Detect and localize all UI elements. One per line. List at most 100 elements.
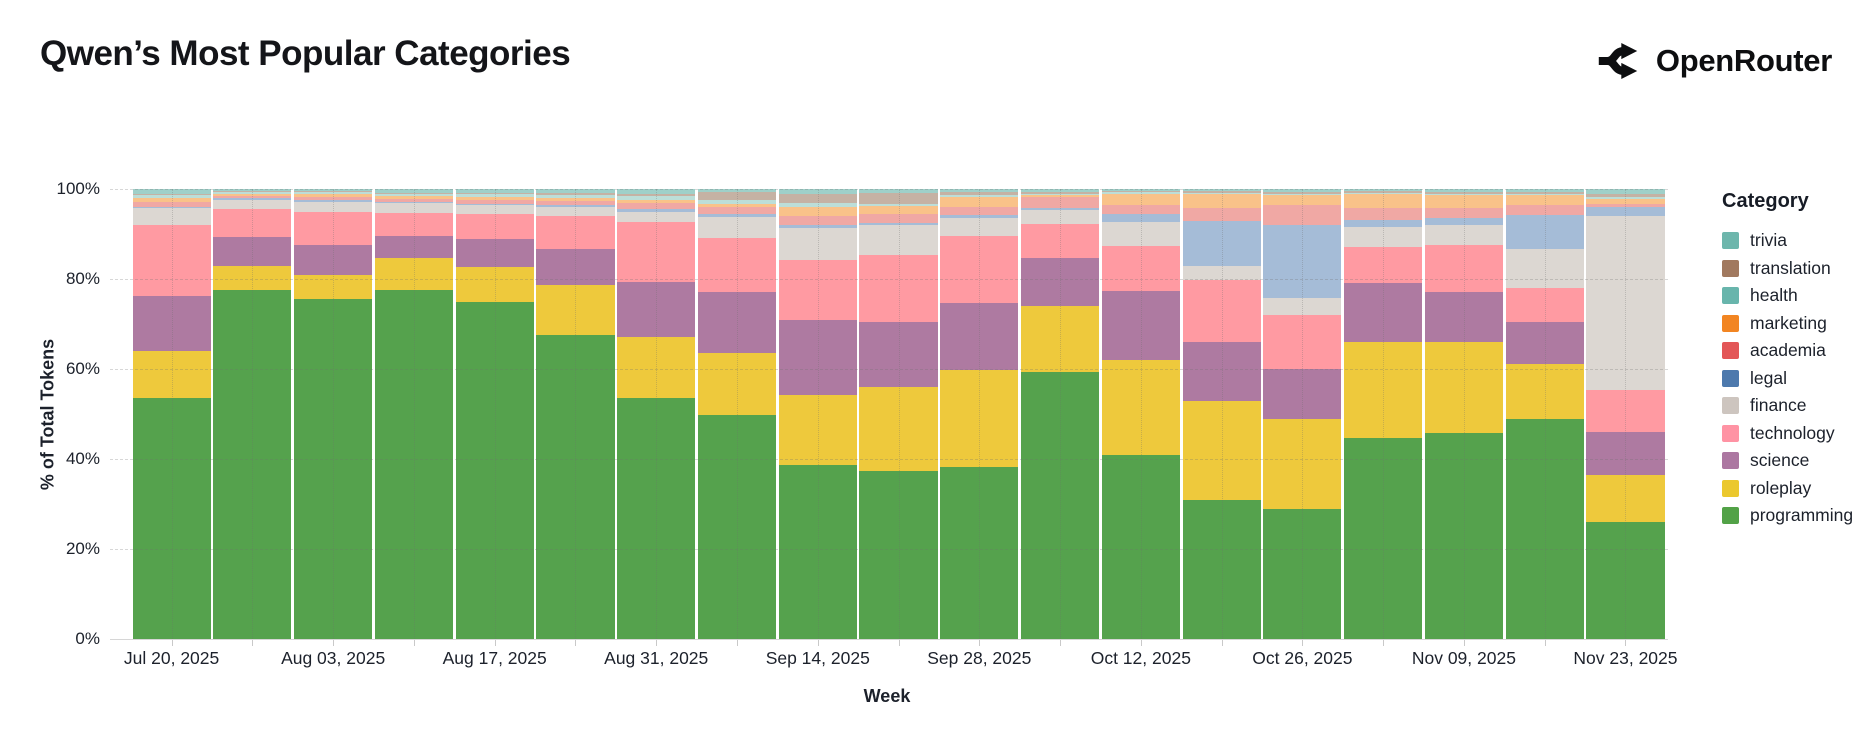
bar-segment-programming[interactable] [536,334,615,639]
bar-segment-health[interactable] [455,194,534,198]
bar-segment-finance[interactable] [1424,225,1503,245]
bar-segment-roleplay[interactable] [778,395,857,465]
bar-segment-translation[interactable] [455,193,534,195]
bar-segment-programming[interactable] [1505,418,1584,639]
bar-segment-trivia[interactable] [294,189,373,192]
bar-segment-marketing[interactable] [1101,193,1180,206]
bar-segment-finance[interactable] [940,218,1019,236]
bar-segment-science[interactable] [294,245,373,275]
bar-segment-trivia[interactable] [1424,189,1503,192]
bar-segment-science[interactable] [1505,321,1584,364]
bar-segment-roleplay[interactable] [536,284,615,335]
bar-segment-finance[interactable] [1263,298,1342,315]
bar-segment-finance[interactable] [859,225,938,256]
bar-segment-roleplay[interactable] [1424,341,1503,434]
bar-segment-trivia[interactable] [1020,189,1100,193]
bar-segment-marketing[interactable] [132,198,211,203]
bar-segment-health[interactable] [617,196,696,200]
bar-segment-translation[interactable] [859,193,938,204]
bar-segment-science[interactable] [1344,283,1423,342]
bar-segment-health[interactable] [213,191,292,194]
bar-segment-roleplay[interactable] [617,336,696,399]
bar-week[interactable] [859,189,938,639]
bar-segment-science[interactable] [778,320,857,396]
bar-week[interactable] [132,189,211,639]
bar-segment-marketing[interactable] [1020,195,1100,197]
bar-segment-academia[interactable] [1344,208,1423,221]
bar-segment-science[interactable] [617,281,696,337]
bar-segment-technology[interactable] [132,225,211,296]
bar-segment-health[interactable] [1344,192,1423,194]
bar-segment-legal[interactable] [1101,213,1180,223]
bar-segment-science[interactable] [374,235,453,258]
bar-segment-technology[interactable] [536,216,615,249]
bar-segment-technology[interactable] [1101,245,1180,291]
bar-segment-finance[interactable] [1505,249,1584,289]
bar-segment-marketing[interactable] [1505,195,1584,206]
bar-segment-programming[interactable] [940,466,1019,639]
bar-segment-legal[interactable] [536,204,615,207]
bar-segment-roleplay[interactable] [294,274,373,300]
bar-segment-academia[interactable] [213,195,292,199]
bar-segment-roleplay[interactable] [1020,305,1100,372]
bar-segment-health[interactable] [1424,193,1503,195]
bar-segment-programming[interactable] [1182,499,1261,639]
bar-segment-trivia[interactable] [697,189,777,193]
bar-segment-legal[interactable] [1344,220,1423,227]
bar-segment-legal[interactable] [1263,225,1342,299]
bar-segment-programming[interactable] [455,301,534,639]
bar-segment-trivia[interactable] [1101,189,1180,191]
bar-segment-finance[interactable] [1101,222,1180,246]
bar-segment-technology[interactable] [859,255,938,322]
bar-segment-marketing[interactable] [1586,198,1665,205]
bar-week[interactable] [617,189,696,639]
bar-segment-academia[interactable] [374,198,453,203]
bar-segment-technology[interactable] [213,209,292,238]
bar-segment-marketing[interactable] [859,205,938,215]
bar-segment-marketing[interactable] [1263,195,1342,206]
bar-segment-roleplay[interactable] [1182,401,1261,500]
bar-segment-finance[interactable] [455,205,534,215]
bar-segment-marketing[interactable] [1344,193,1423,209]
bar-segment-translation[interactable] [1344,191,1423,193]
bar-segment-science[interactable] [697,291,777,354]
bar-segment-translation[interactable] [1101,190,1180,193]
bar-segment-legal[interactable] [778,225,857,229]
bar-segment-health[interactable] [1020,193,1100,196]
bar-segment-technology[interactable] [294,211,373,246]
bar-segment-trivia[interactable] [1586,189,1665,195]
bar-segment-programming[interactable] [1101,454,1180,639]
bar-segment-roleplay[interactable] [1263,418,1342,509]
legend-item-roleplay[interactable]: roleplay [1722,475,1872,503]
bar-week[interactable] [1505,189,1584,639]
bar-segment-roleplay[interactable] [1344,341,1423,439]
bar-segment-roleplay[interactable] [1586,474,1665,522]
bar-segment-marketing[interactable] [778,206,857,217]
bar-segment-academia[interactable] [778,216,857,225]
bar-segment-technology[interactable] [1263,315,1342,369]
bar-segment-marketing[interactable] [697,203,777,207]
bar-segment-finance[interactable] [778,228,857,260]
bar-segment-trivia[interactable] [213,189,292,191]
bar-segment-trivia[interactable] [940,189,1019,192]
legend-item-trivia[interactable]: trivia [1722,227,1872,255]
bar-segment-legal[interactable] [1505,215,1584,250]
bar-segment-programming[interactable] [859,470,938,639]
bar-segment-health[interactable] [778,202,857,207]
bar-segment-translation[interactable] [294,191,373,193]
bar-segment-roleplay[interactable] [1505,363,1584,419]
bar-segment-health[interactable] [1263,193,1342,196]
bar-segment-marketing[interactable] [536,197,615,201]
bar-segment-health[interactable] [1586,197,1665,199]
bar-segment-technology[interactable] [617,221,696,282]
bar-segment-technology[interactable] [697,238,777,292]
bar-week[interactable] [374,189,453,639]
bar-segment-programming[interactable] [617,398,696,639]
legend-item-health[interactable]: health [1722,282,1872,310]
bar-segment-finance[interactable] [1344,226,1423,247]
bar-segment-technology[interactable] [1505,288,1584,322]
bar-segment-roleplay[interactable] [213,265,292,291]
bar-segment-roleplay[interactable] [940,369,1019,467]
bar-segment-technology[interactable] [455,214,534,239]
bar-week[interactable] [455,189,534,639]
